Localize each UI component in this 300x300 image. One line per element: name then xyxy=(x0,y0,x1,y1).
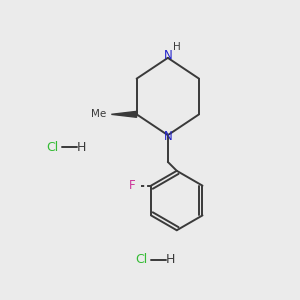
Text: Me: Me xyxy=(91,109,106,119)
Polygon shape xyxy=(111,111,136,117)
Text: H: H xyxy=(166,254,176,266)
Text: Cl: Cl xyxy=(46,140,58,154)
Text: H: H xyxy=(77,140,86,154)
Text: Cl: Cl xyxy=(135,254,147,266)
Text: N: N xyxy=(164,49,172,62)
Text: F: F xyxy=(129,179,136,192)
Text: H: H xyxy=(173,42,181,52)
Text: N: N xyxy=(164,130,172,143)
